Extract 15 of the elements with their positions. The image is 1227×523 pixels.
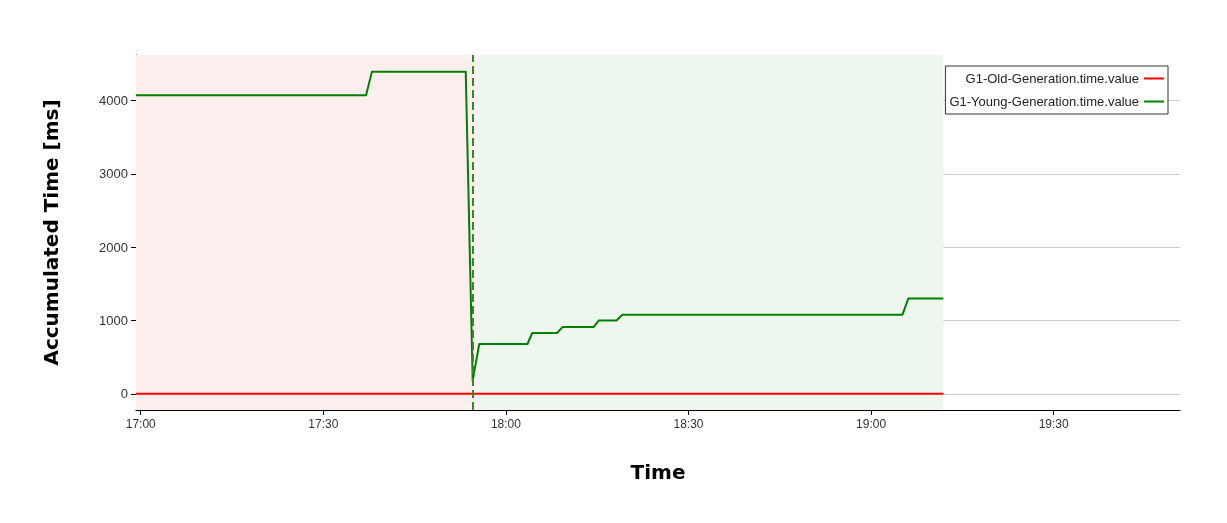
x-tick-label: 17:30 (308, 417, 339, 431)
y-axis-title: Accumulated Time [ms] (39, 99, 63, 366)
legend-label: G1-Old-Generation.time.value (965, 71, 1139, 86)
y-tick-label: 3000 (99, 166, 128, 182)
y-tick-label: 1000 (99, 313, 128, 329)
x-tick-label: 18:30 (673, 417, 704, 431)
y-tick-label: 0 (120, 386, 128, 402)
x-tick-label: 19:00 (856, 417, 887, 431)
y-tick-label: 2000 (99, 239, 128, 255)
x-tick-label: 17:00 (125, 417, 157, 431)
y-tick-label: 4000 (99, 92, 128, 108)
x-tick-label: 18:00 (490, 417, 522, 431)
legend-label: G1-Young-Generation.time.value (949, 94, 1139, 109)
x-tick-label: 19:30 (1038, 417, 1069, 431)
x-axis-title: Time (630, 460, 686, 484)
